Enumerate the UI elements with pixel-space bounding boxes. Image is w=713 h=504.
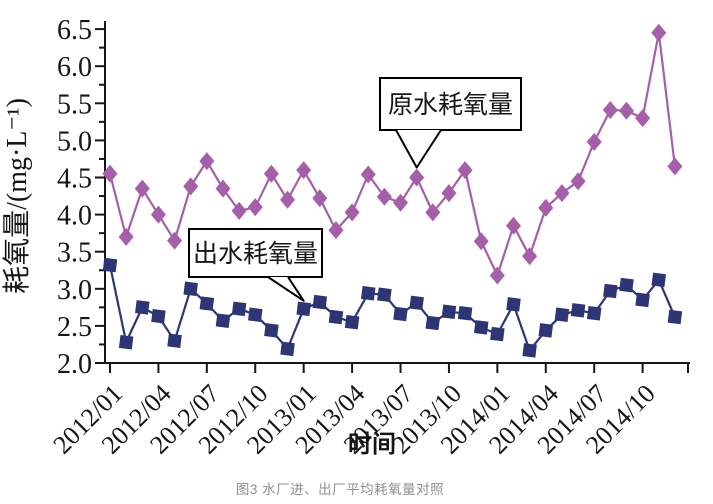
data-point-marker xyxy=(183,177,199,196)
y-tick-label: 5.0 xyxy=(57,126,92,157)
data-point-marker xyxy=(263,164,279,183)
data-point-marker xyxy=(312,294,328,310)
data-point-marker xyxy=(248,307,263,323)
callout-text: 出水耗氧量 xyxy=(193,240,318,268)
data-point-marker xyxy=(118,227,134,246)
data-point-marker xyxy=(135,300,150,315)
data-point-marker xyxy=(360,165,376,184)
data-point-marker xyxy=(538,198,554,217)
data-point-marker xyxy=(264,323,279,338)
data-point-marker xyxy=(570,172,586,191)
data-point-marker xyxy=(280,190,296,209)
data-point-marker xyxy=(328,309,344,325)
data-point-marker xyxy=(473,320,489,335)
series-raw-water-markers xyxy=(102,23,683,285)
data-point-marker xyxy=(603,283,618,299)
data-point-marker xyxy=(506,216,521,235)
data-point-marker xyxy=(231,301,247,317)
callout-box xyxy=(188,228,323,278)
data-point-marker xyxy=(489,266,505,285)
data-point-marker xyxy=(215,313,231,328)
annotation-raw-water-label: 原水耗氧量 xyxy=(379,77,522,169)
data-point-marker xyxy=(667,157,683,176)
data-point-marker xyxy=(247,198,263,217)
data-point-marker xyxy=(102,164,118,183)
figure-caption: 图3 水厂进、出厂平均耗氧量对照 xyxy=(235,482,445,497)
data-point-marker xyxy=(667,309,683,325)
data-point-marker xyxy=(134,179,150,198)
data-point-marker xyxy=(231,201,247,220)
data-point-marker xyxy=(425,315,441,331)
data-point-marker xyxy=(360,286,376,301)
x-axis-title: 时间 xyxy=(348,431,396,458)
data-point-marker xyxy=(167,333,182,348)
data-point-marker xyxy=(506,297,521,312)
data-point-marker xyxy=(651,23,667,42)
data-point-marker xyxy=(554,307,570,323)
data-point-marker xyxy=(441,304,457,320)
data-point-marker xyxy=(199,296,215,311)
data-point-marker xyxy=(538,323,554,338)
annotation-outlet-water-label: 出水耗氧量 xyxy=(188,228,323,302)
data-point-marker xyxy=(199,152,215,171)
y-tick-label: 6.0 xyxy=(57,52,92,83)
data-point-marker xyxy=(457,161,473,180)
data-point-marker xyxy=(635,292,650,308)
data-point-marker xyxy=(344,203,360,222)
data-point-marker xyxy=(215,179,231,198)
data-point-marker xyxy=(619,277,634,293)
data-point-marker xyxy=(554,184,570,203)
data-point-marker xyxy=(393,306,408,322)
callout-text: 原水耗氧量 xyxy=(388,91,513,119)
y-tick-label: 3.5 xyxy=(57,238,92,269)
callout-box xyxy=(379,77,522,131)
data-point-marker xyxy=(602,100,618,119)
data-point-marker xyxy=(344,314,360,330)
data-point-marker xyxy=(651,272,667,288)
y-axis-title: 耗氧量/(mg·L⁻¹) xyxy=(1,98,33,294)
data-point-marker xyxy=(376,187,392,206)
data-point-marker xyxy=(409,168,425,187)
data-point-marker xyxy=(150,205,166,224)
data-point-marker xyxy=(377,287,392,302)
y-tick-label: 4.5 xyxy=(57,164,92,195)
data-point-marker xyxy=(570,303,586,318)
data-point-marker xyxy=(618,101,634,120)
data-point-marker xyxy=(151,309,166,324)
y-tick-label: 3.0 xyxy=(57,275,92,306)
data-point-marker xyxy=(490,326,505,342)
chart-svg: 2.02.53.03.54.04.55.05.56.06.52012/01201… xyxy=(1,15,690,460)
data-point-marker xyxy=(522,343,537,358)
data-point-marker xyxy=(296,301,311,317)
data-point-marker xyxy=(328,221,344,240)
callout-pointer xyxy=(395,129,442,169)
data-point-marker xyxy=(167,231,183,250)
data-point-marker xyxy=(635,109,651,128)
data-point-marker xyxy=(441,184,457,203)
y-tick-label: 6.5 xyxy=(57,15,92,46)
data-point-marker xyxy=(280,341,295,357)
data-point-marker xyxy=(522,247,538,266)
data-point-marker xyxy=(102,257,118,273)
series-outlet-water-markers xyxy=(102,257,683,358)
data-point-marker xyxy=(425,203,441,222)
data-point-marker xyxy=(183,281,198,297)
data-point-marker xyxy=(473,232,489,251)
data-point-marker xyxy=(312,189,328,208)
y-tick-label: 2.5 xyxy=(57,312,92,343)
data-point-marker xyxy=(586,132,602,151)
data-point-marker xyxy=(118,334,134,350)
data-point-marker xyxy=(586,306,602,321)
data-point-marker xyxy=(393,193,409,212)
y-tick-label: 2.0 xyxy=(57,349,92,380)
callout-pointer xyxy=(267,276,305,302)
y-tick-label: 4.0 xyxy=(57,201,92,232)
y-tick-label: 5.5 xyxy=(57,89,92,120)
data-point-marker xyxy=(296,161,312,180)
data-point-marker xyxy=(409,295,424,311)
data-point-marker xyxy=(457,306,473,321)
